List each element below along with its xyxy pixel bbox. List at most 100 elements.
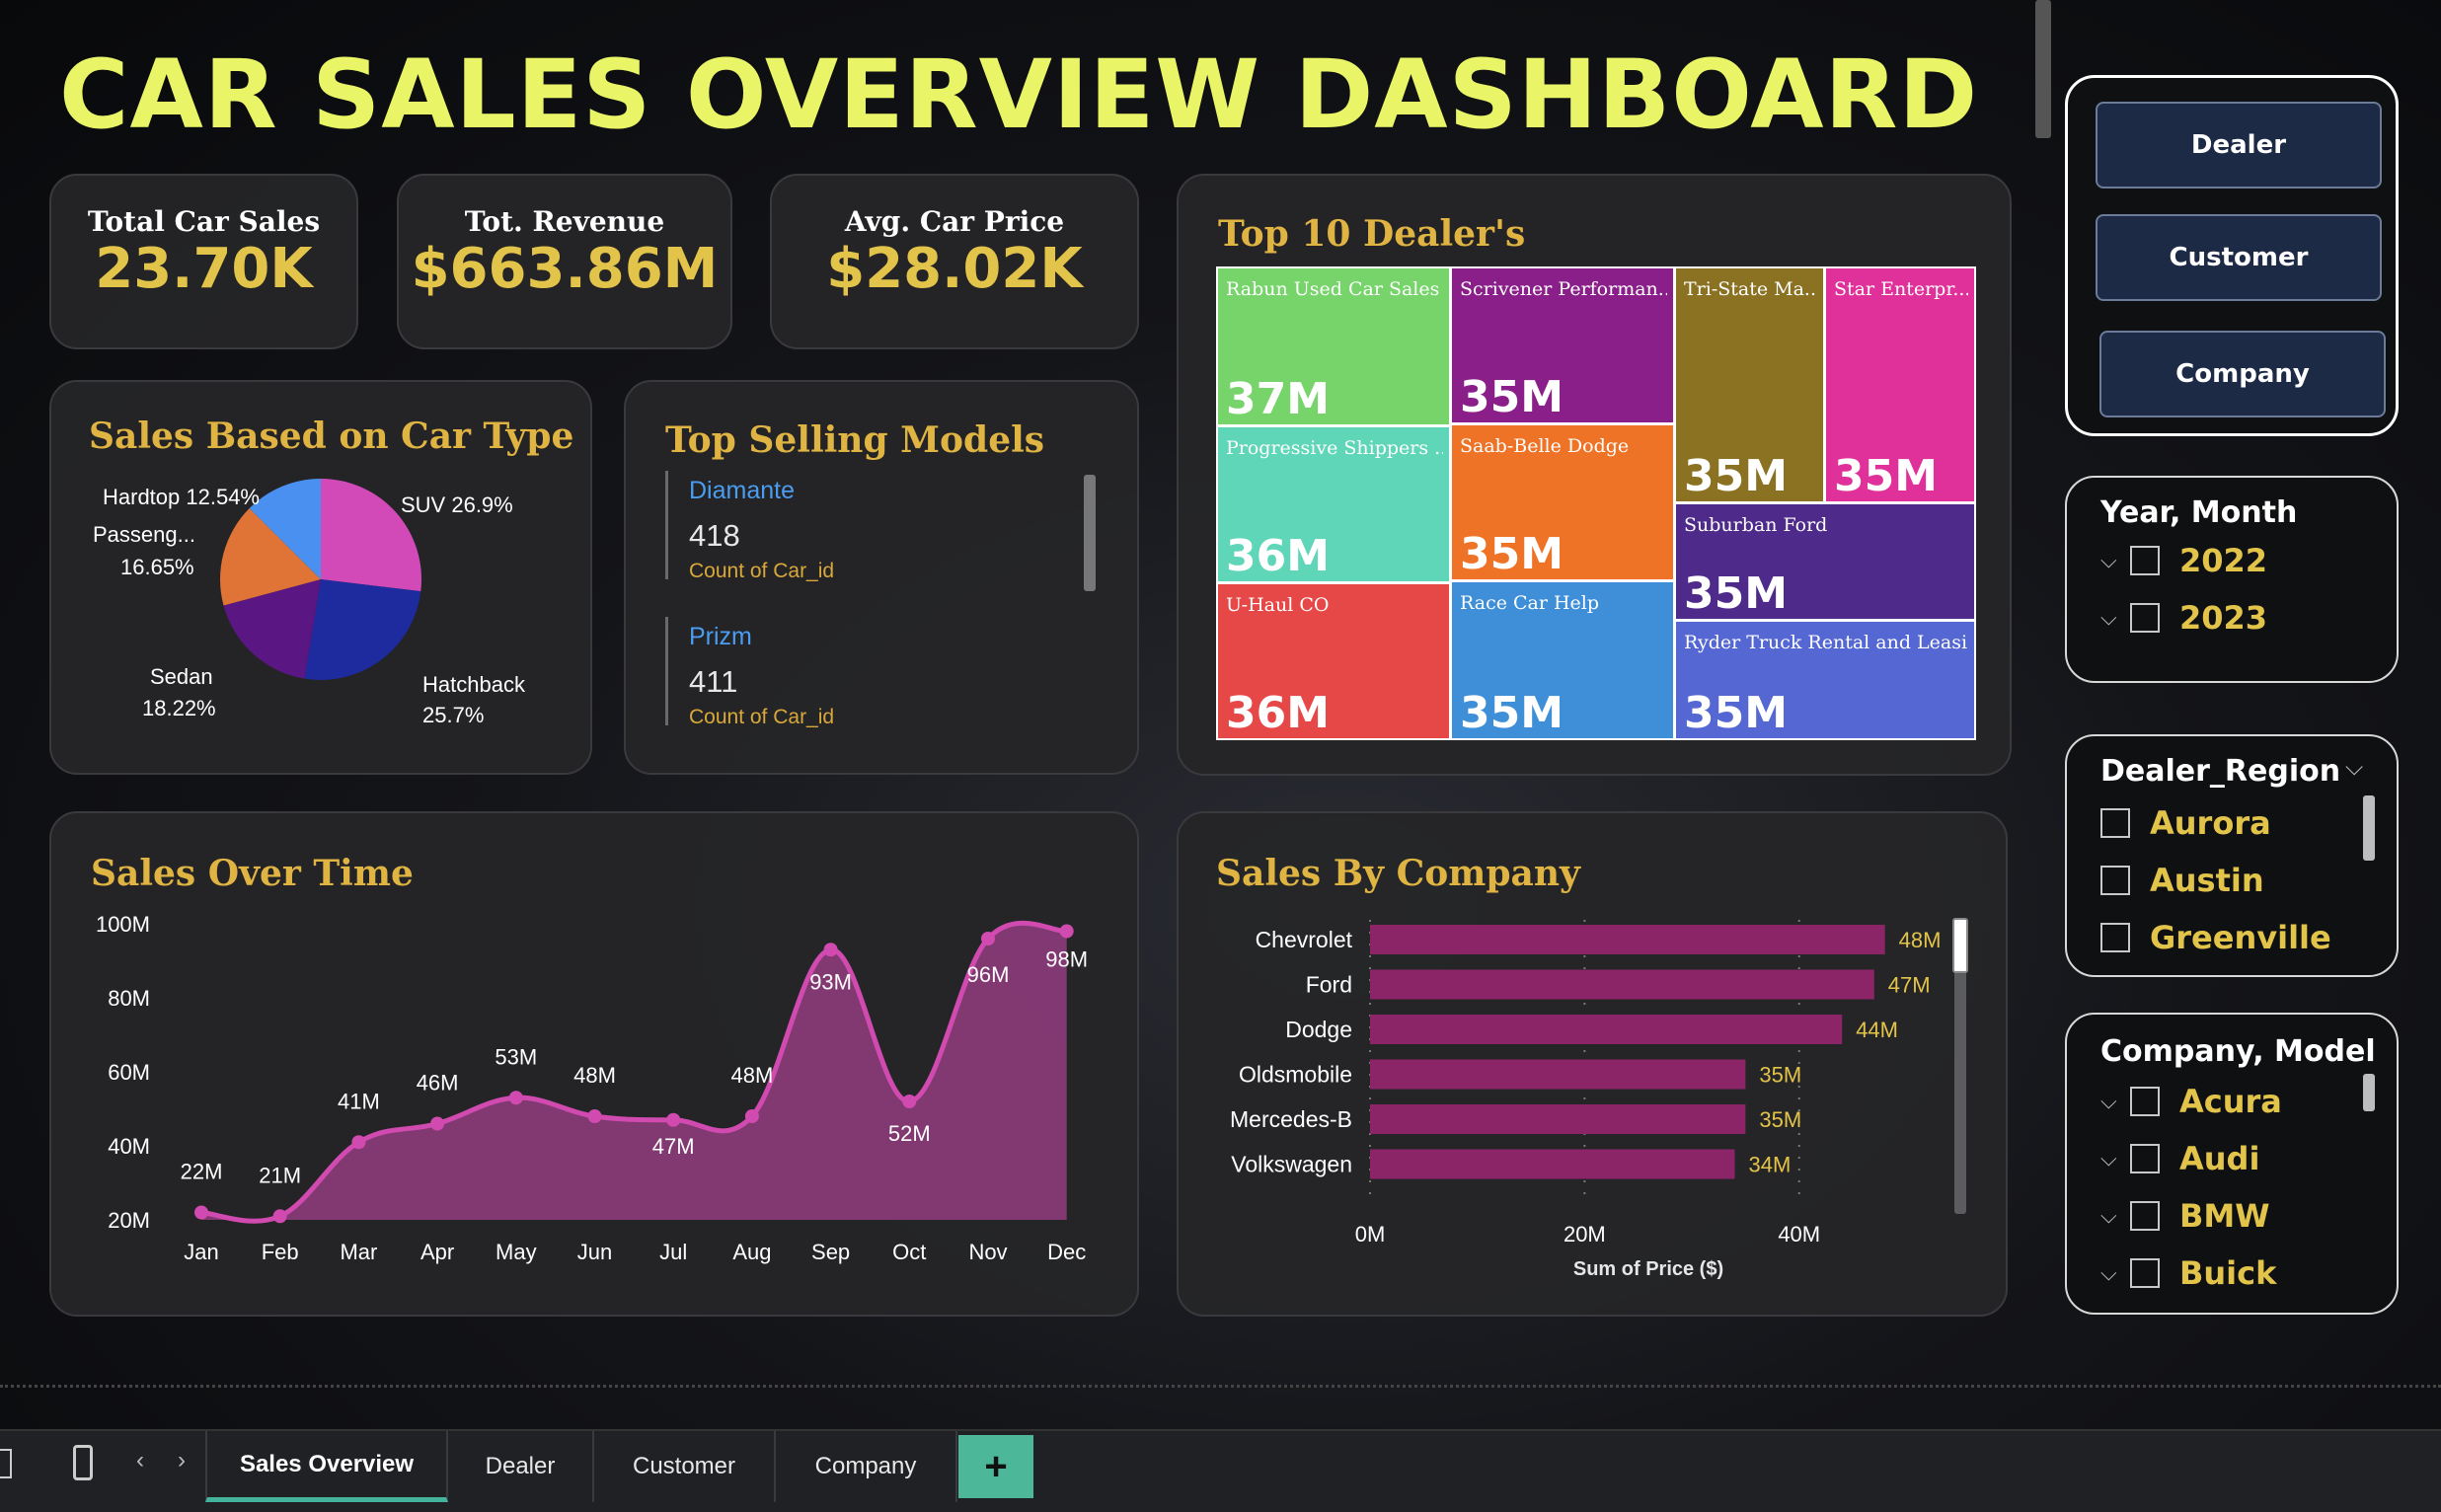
checkbox[interactable]	[2130, 1144, 2160, 1173]
checkbox[interactable]	[2130, 1087, 2160, 1116]
data-point[interactable]	[823, 943, 838, 957]
y-tick-label: Ford	[1306, 972, 1352, 998]
bar[interactable]	[1370, 1149, 1735, 1179]
chevron-down-icon[interactable]: ⌵	[2345, 754, 2364, 781]
pie-chart[interactable]: Hardtop 12.54% SUV 26.9% Passeng... 16.6…	[51, 382, 594, 777]
pie-label-passenger: Passeng...	[93, 522, 195, 547]
chevron-down-icon[interactable]: ⌵	[2100, 1260, 2117, 1285]
tab-dealer[interactable]: Dealer	[448, 1431, 594, 1502]
treemap-cell[interactable]: Rabun Used Car Sales 37M	[1216, 266, 1451, 426]
pie-slice[interactable]	[249, 479, 321, 579]
dealer-value: 35M	[1684, 688, 1789, 738]
pie-slice[interactable]	[223, 579, 321, 679]
data-point[interactable]	[981, 932, 995, 945]
bar[interactable]	[1370, 969, 1874, 1000]
data-point[interactable]	[744, 1109, 759, 1123]
data-point[interactable]	[587, 1109, 602, 1123]
data-point[interactable]	[666, 1112, 681, 1127]
region-scrollbar[interactable]	[2363, 795, 2375, 861]
treemap-cell[interactable]: Ryder Truck Rental and Leasi... 35M	[1674, 620, 1976, 740]
treemap-cell[interactable]: Tri-State Ma... 35M	[1674, 266, 1825, 503]
slicer-item-label: Buick	[2179, 1254, 2277, 1292]
add-page-button[interactable]: +	[958, 1435, 1033, 1498]
data-point[interactable]	[351, 1135, 366, 1150]
company-scrollbar-track[interactable]	[1954, 918, 1966, 1214]
checkbox[interactable]	[2130, 1201, 2160, 1231]
treemap-cell[interactable]: Saab-Belle Dodge 35M	[1450, 423, 1675, 581]
desktop-view-icon[interactable]	[0, 1449, 12, 1478]
page-scrollbar[interactable]	[2035, 0, 2051, 138]
checkbox[interactable]	[2100, 923, 2130, 952]
slicer-item-austin[interactable]: Austin	[2100, 861, 2264, 900]
data-point[interactable]	[430, 1116, 445, 1131]
company-model-scrollbar[interactable]	[2363, 1074, 2375, 1111]
checkbox[interactable]	[2130, 603, 2160, 633]
chevron-down-icon[interactable]: ⌵	[2100, 605, 2117, 630]
pie-slice[interactable]	[220, 508, 321, 606]
slicer-item-greenville[interactable]: Greenville	[2100, 918, 2331, 957]
data-point[interactable]	[1059, 924, 1074, 939]
dealer-button[interactable]: Dealer	[2096, 102, 2382, 189]
treemap-cell[interactable]: U-Haul CO 36M	[1216, 582, 1451, 740]
data-label: 48M	[731, 1063, 774, 1088]
treemap-cell[interactable]: Scrivener Performan... 35M	[1450, 266, 1675, 424]
chevron-left-icon[interactable]: ‹	[136, 1447, 144, 1474]
slicer-item-buick[interactable]: ⌵ Buick	[2100, 1253, 2276, 1293]
slicer-item-2022[interactable]: ⌵ 2022	[2100, 541, 2267, 580]
data-point[interactable]	[508, 1091, 523, 1105]
mobile-view-icon[interactable]	[73, 1445, 93, 1480]
slicer-item-aurora[interactable]: Aurora	[2100, 803, 2271, 843]
treemap-cell[interactable]: Star Enterpr... 35M	[1824, 266, 1976, 503]
chevron-right-icon[interactable]: ›	[178, 1447, 186, 1474]
treemap-cell[interactable]: Race Car Help 35M	[1450, 580, 1675, 740]
checkbox[interactable]	[2100, 808, 2130, 838]
area-chart[interactable]: 20M 40M 60M 80M 100M 22M Jan 21M Feb 41M Mar 46M Apr…	[51, 813, 1141, 1319]
model-name[interactable]: Prizm	[689, 623, 752, 650]
slicer-item-acura[interactable]: ⌵ Acura	[2100, 1082, 2282, 1121]
customer-button[interactable]: Customer	[2096, 214, 2382, 301]
tab-sales-overview[interactable]: Sales Overview	[205, 1431, 448, 1502]
dealer-name: Ryder Truck Rental and Leasi...	[1684, 632, 1968, 653]
data-point[interactable]	[902, 1095, 917, 1108]
chevron-down-icon[interactable]: ⌵	[2100, 1089, 2117, 1113]
checkbox[interactable]	[2100, 866, 2130, 895]
bar[interactable]	[1370, 1104, 1746, 1134]
slicer-item-2023[interactable]: ⌵ 2023	[2100, 598, 2267, 638]
sales-by-company-card: Sales By Company 0M 20M 40M Sum of Price ($…	[1177, 811, 2008, 1317]
checkbox[interactable]	[2130, 546, 2160, 575]
pie-slice[interactable]	[304, 579, 421, 680]
treemap-cell[interactable]: Suburban Ford 35M	[1674, 502, 1976, 621]
x-tick-label: Sep	[811, 1240, 850, 1264]
data-point[interactable]	[194, 1205, 208, 1220]
pie-label-sedan: Sedan	[150, 664, 213, 689]
slicer-item-bmw[interactable]: ⌵ BMW	[2100, 1196, 2270, 1236]
tab-customer[interactable]: Customer	[594, 1431, 776, 1502]
tab-company[interactable]: Company	[776, 1431, 957, 1502]
treemap-cell[interactable]: Progressive Shippers ... 36M	[1216, 425, 1451, 583]
data-label: 48M	[573, 1063, 616, 1088]
model-name[interactable]: Diamante	[689, 477, 795, 504]
x-tick-label: Jun	[577, 1240, 612, 1264]
checkbox[interactable]	[2130, 1258, 2160, 1288]
kpi-total-revenue: Tot. Revenue $663.86M	[397, 174, 732, 349]
bar[interactable]	[1370, 1015, 1843, 1044]
models-scrollbar[interactable]	[1084, 475, 1096, 591]
company-scrollbar-thumb[interactable]	[1952, 918, 1968, 973]
chevron-down-icon[interactable]: ⌵	[2100, 1146, 2117, 1171]
x-tick-label: Nov	[968, 1240, 1007, 1264]
pie-slice[interactable]	[321, 479, 421, 592]
bar[interactable]	[1370, 1059, 1746, 1090]
company-button[interactable]: Company	[2099, 331, 2386, 417]
data-label: 53M	[495, 1044, 537, 1069]
data-point[interactable]	[272, 1209, 287, 1224]
x-tick-label: Dec	[1047, 1240, 1086, 1264]
chevron-down-icon[interactable]: ⌵	[2100, 548, 2117, 572]
bar-chart[interactable]: 0M 20M 40M Sum of Price ($) Chevrolet 48M Ford…	[1179, 813, 2010, 1319]
treemap: Rabun Used Car Sales 37M Scrivener Perfor…	[1216, 266, 1976, 740]
chevron-down-icon[interactable]: ⌵	[2100, 1203, 2117, 1228]
slicer-item-audi[interactable]: ⌵ Audi	[2100, 1139, 2259, 1178]
x-tick-label: Oct	[892, 1240, 926, 1264]
model-count-label: Count of Car_id	[689, 560, 835, 582]
slicer-item-label: Audi	[2179, 1140, 2260, 1177]
bar[interactable]	[1370, 925, 1885, 954]
